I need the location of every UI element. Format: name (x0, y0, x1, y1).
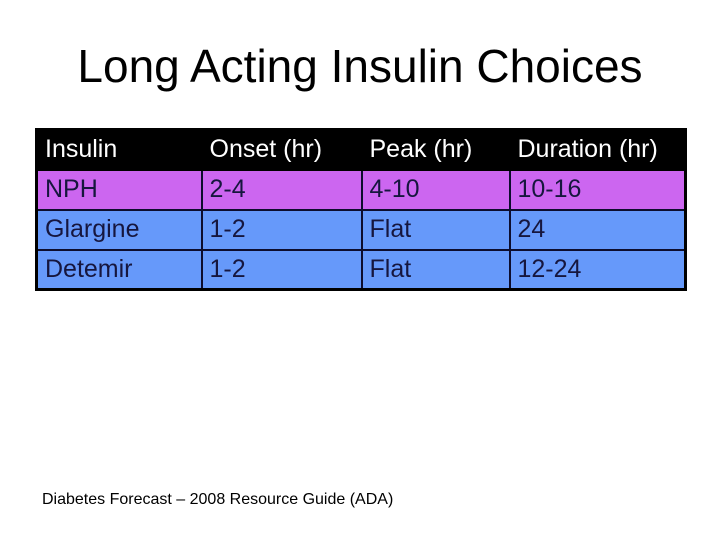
cell-peak: 4-10 (360, 168, 511, 211)
cell-peak: Flat (360, 248, 511, 291)
column-header-peak: Peak (hr) (360, 128, 511, 171)
cell-duration: 12-24 (508, 248, 687, 291)
column-header-insulin: Insulin (35, 128, 203, 171)
column-header-onset: Onset (hr) (200, 128, 363, 171)
cell-onset: 1-2 (200, 248, 363, 291)
table-row-glargine: Glargine 1-2 Flat 24 (35, 208, 687, 251)
cell-insulin-name: NPH (35, 168, 203, 211)
table-row-detemir: Detemir 1-2 Flat 12-24 (35, 248, 687, 291)
cell-duration: 10-16 (508, 168, 687, 211)
source-note: Diabetes Forecast – 2008 Resource Guide … (42, 491, 394, 508)
insulin-table: Insulin Onset (hr) Peak (hr) Duration (h… (35, 128, 687, 291)
cell-duration: 24 (508, 208, 687, 251)
cell-onset: 2-4 (200, 168, 363, 211)
table-row-nph: NPH 2-4 4-10 10-16 (35, 168, 687, 211)
slide-title: Long Acting Insulin Choices (77, 40, 643, 92)
cell-insulin-name: Glargine (35, 208, 203, 251)
column-header-duration: Duration (hr) (508, 128, 687, 171)
cell-insulin-name: Detemir (35, 248, 203, 291)
cell-onset: 1-2 (200, 208, 363, 251)
cell-peak: Flat (360, 208, 511, 251)
table-header-row: Insulin Onset (hr) Peak (hr) Duration (h… (35, 128, 687, 171)
